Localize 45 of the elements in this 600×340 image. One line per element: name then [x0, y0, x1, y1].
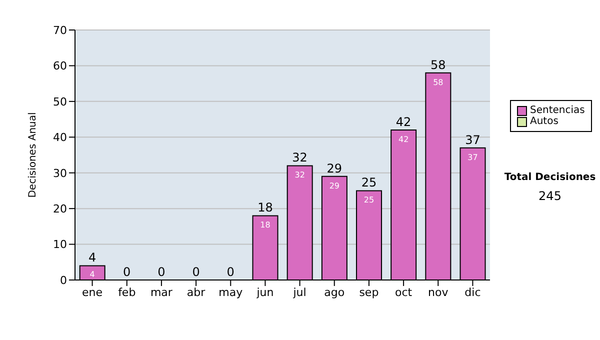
data-label: 58 [433, 78, 444, 87]
y-tick-label: 40 [53, 131, 67, 144]
total-label: 37 [465, 132, 480, 147]
total-label: 0 [226, 265, 234, 279]
legend-label: Sentencias [530, 105, 585, 116]
total-label: 0 [192, 265, 200, 279]
x-tick-label: feb [118, 286, 136, 299]
x-tick-label: mar [150, 286, 173, 299]
data-label: 25 [364, 196, 374, 205]
y-tick-label: 0 [60, 274, 67, 287]
data-label: 42 [398, 135, 409, 144]
x-tick-label: jul [292, 286, 306, 299]
text: Total Decisiones [503, 172, 597, 183]
total-label: 4 [88, 250, 96, 265]
total-label: 18 [258, 200, 273, 215]
x-tick-label: oct [394, 286, 413, 299]
total-label: 32 [292, 150, 308, 165]
y-tick-label: 30 [53, 166, 67, 180]
x-tick-label: ago [324, 286, 345, 299]
data-label: 4 [90, 270, 95, 279]
total-label: 42 [396, 115, 412, 129]
total-label: 0 [123, 265, 131, 279]
data-label: 32 [294, 170, 305, 180]
total-label: 29 [326, 161, 342, 176]
y-tick-label: 50 [53, 95, 67, 108]
x-tick-label: abr [186, 286, 206, 299]
x-tick-label: ene [82, 286, 103, 299]
x-tick-label: jun [256, 286, 274, 299]
data-label: 18 [260, 220, 270, 230]
total-label: 58 [430, 58, 446, 72]
data-label: 37 [468, 152, 478, 162]
y-tick-label: 70 [53, 24, 67, 37]
text: 245 [538, 189, 562, 203]
x-tick-label: may [218, 286, 244, 299]
y-tick-label: 60 [53, 60, 67, 73]
y-tick-label: 20 [53, 202, 67, 216]
y-tick-label: 10 [53, 238, 67, 252]
x-tick-label: nov [428, 286, 449, 299]
legend-label: Autos [530, 116, 558, 127]
x-tick-label: sep [359, 286, 379, 299]
x-tick-label: dic [464, 286, 481, 299]
total-label: 0 [158, 265, 166, 279]
data-label: 29 [329, 181, 340, 190]
total-label: 25 [361, 176, 377, 190]
y-axis-title: Decisiones Anual [28, 112, 39, 198]
